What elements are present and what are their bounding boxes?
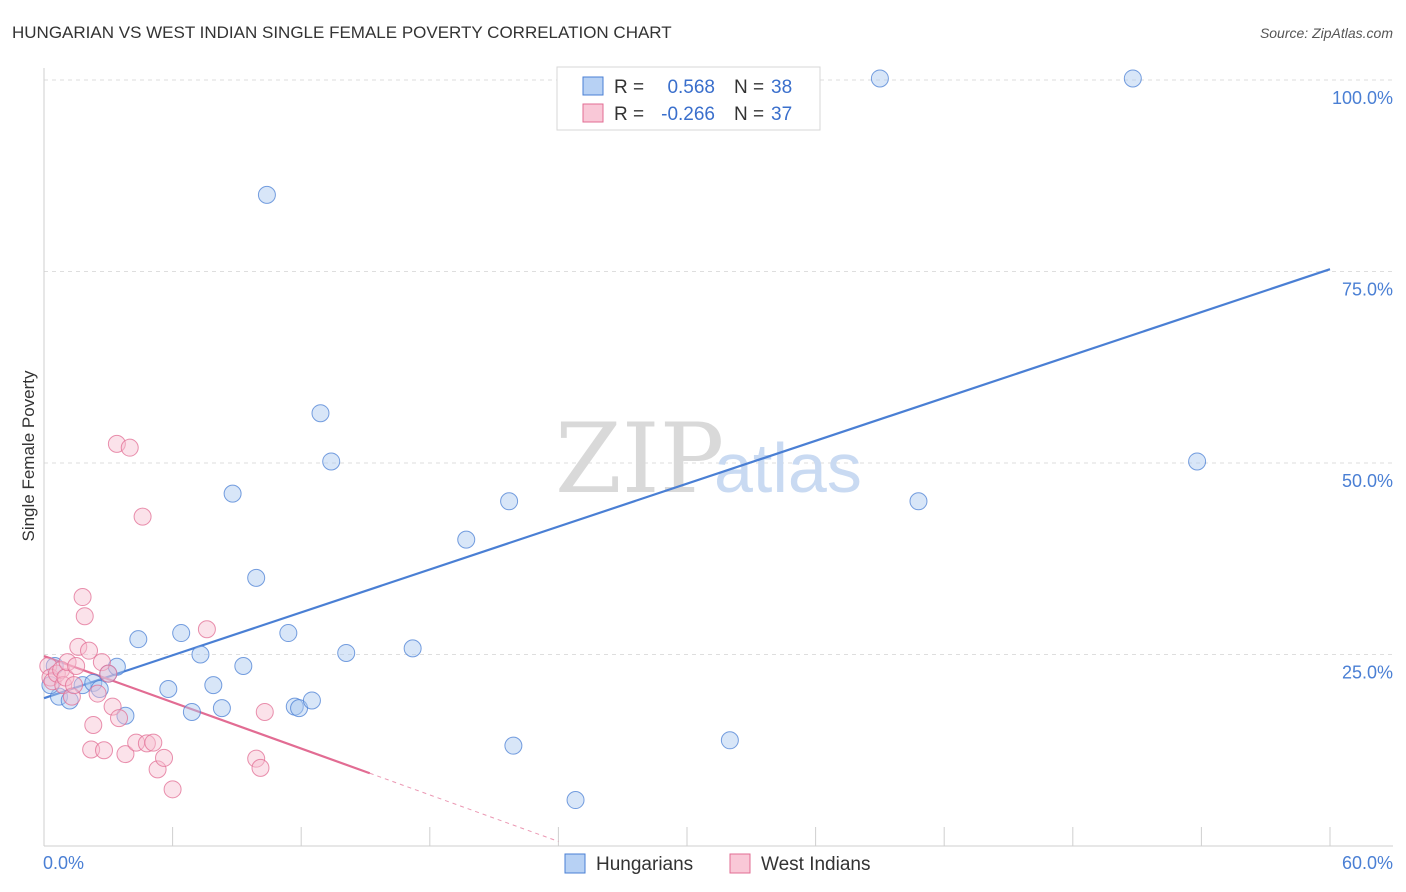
point-west-indians-33: [247, 749, 266, 768]
y-tick-label-3: 100.0%: [1332, 88, 1393, 108]
point-west-indians-23: [116, 745, 135, 764]
trendline-extension-west-indians: [369, 772, 559, 842]
y-tick-label-0: 25.0%: [1342, 663, 1393, 683]
point-west-indians-35: [255, 702, 274, 721]
point-west-indians-24: [120, 438, 139, 457]
point-west-indians-34: [251, 758, 270, 777]
legend-r-label-west-indians: R =: [614, 104, 644, 125]
point-hungarians-33: [870, 69, 889, 88]
bottom-legend-label-west-indians: West Indians: [761, 854, 870, 875]
grid-lines: [44, 79, 1393, 655]
point-west-indians-13: [80, 641, 99, 660]
point-west-indians-17: [92, 653, 111, 672]
point-hungarians-27: [403, 639, 422, 658]
point-hungarians-25: [322, 452, 341, 471]
point-west-indians-8: [62, 687, 81, 706]
x-tick-label-min: 0.0%: [43, 853, 84, 873]
point-west-indians-16: [88, 684, 107, 703]
legend-r-value-hungarians: 0.568: [667, 77, 715, 98]
bottom-legend-swatch-west-indians: [729, 853, 751, 874]
point-hungarians-35: [1123, 69, 1142, 88]
bottom-legend: Hungarians West Indians: [564, 853, 870, 875]
point-west-indians-18: [95, 741, 114, 760]
point-west-indians-28: [144, 733, 163, 752]
legend-box: R = 0.568 N = 38 R = -0.266 N = 37: [556, 66, 821, 131]
point-hungarians-5: [90, 679, 109, 698]
point-hungarians-11: [172, 624, 191, 643]
point-hungarians-26: [337, 643, 356, 662]
legend-swatch-west-indians: [582, 103, 604, 123]
point-west-indians-36: [65, 676, 84, 695]
point-hungarians-15: [212, 699, 231, 718]
point-hungarians-12: [182, 702, 201, 721]
point-west-indians-14: [82, 740, 101, 759]
point-west-indians-15: [84, 715, 103, 734]
legend-n-label-hungarians: N =: [734, 77, 764, 98]
y-tick-label-1: 50.0%: [1342, 471, 1393, 491]
point-hungarians-16: [223, 484, 242, 503]
point-west-indians-27: [137, 734, 156, 753]
legend-swatch-hungarians: [582, 76, 604, 96]
point-hungarians-18: [247, 568, 266, 587]
trendline-hungarians: [43, 268, 1331, 700]
point-west-indians-22: [110, 709, 129, 728]
chart-source: Source: ZipAtlas.com: [1260, 25, 1393, 41]
point-west-indians-26: [133, 507, 152, 526]
data-points: [39, 69, 1207, 810]
point-hungarians-28: [457, 530, 476, 549]
point-west-indians-10: [69, 637, 88, 656]
point-hungarians-29: [500, 492, 519, 511]
point-west-indians-11: [73, 588, 92, 607]
legend-n-value-hungarians: 38: [771, 77, 792, 98]
point-hungarians-36: [1188, 452, 1207, 471]
point-west-indians-12: [75, 607, 94, 626]
trendlines: [43, 268, 1331, 842]
point-west-indians-9: [67, 656, 86, 675]
point-hungarians-19: [257, 185, 276, 204]
x-tick-label-max: 60.0%: [1342, 853, 1393, 873]
watermark: ZIP atlas: [555, 403, 862, 515]
legend-r-value-west-indians: -0.266: [661, 104, 715, 125]
point-hungarians-17: [234, 656, 253, 675]
legend-n-label-west-indians: N =: [734, 104, 764, 125]
point-west-indians-30: [155, 748, 174, 767]
point-hungarians-30: [504, 736, 523, 755]
axes: [43, 68, 1393, 847]
point-west-indians-20: [103, 697, 122, 716]
y-tick-labels: 25.0% 50.0% 75.0% 100.0%: [1332, 88, 1393, 683]
y-tick-label-2: 75.0%: [1342, 280, 1393, 300]
legend-r-label-hungarians: R =: [614, 77, 644, 98]
point-west-indians-19: [99, 664, 118, 683]
point-hungarians-24: [311, 404, 330, 423]
watermark-zip: ZIP: [555, 403, 724, 515]
point-hungarians-32: [720, 731, 739, 750]
y-axis-label: Single Female Poverty: [19, 370, 38, 542]
point-hungarians-34: [909, 492, 928, 511]
point-hungarians-14: [204, 676, 223, 695]
watermark-atlas: atlas: [714, 429, 862, 507]
point-west-indians-29: [148, 760, 167, 779]
legend-n-value-west-indians: 37: [771, 104, 792, 125]
point-hungarians-23: [302, 691, 321, 710]
point-west-indians-32: [197, 620, 216, 639]
point-hungarians-9: [129, 630, 148, 649]
point-hungarians-31: [566, 791, 585, 810]
point-west-indians-31: [163, 780, 182, 799]
point-hungarians-10: [159, 679, 178, 698]
point-west-indians-7: [58, 653, 77, 672]
bottom-legend-swatch-hungarians: [564, 853, 586, 874]
chart-title: HUNGARIAN VS WEST INDIAN SINGLE FEMALE P…: [12, 23, 672, 42]
point-hungarians-20: [279, 624, 298, 643]
point-hungarians-13: [191, 645, 210, 664]
bottom-legend-label-hungarians: Hungarians: [596, 854, 693, 875]
